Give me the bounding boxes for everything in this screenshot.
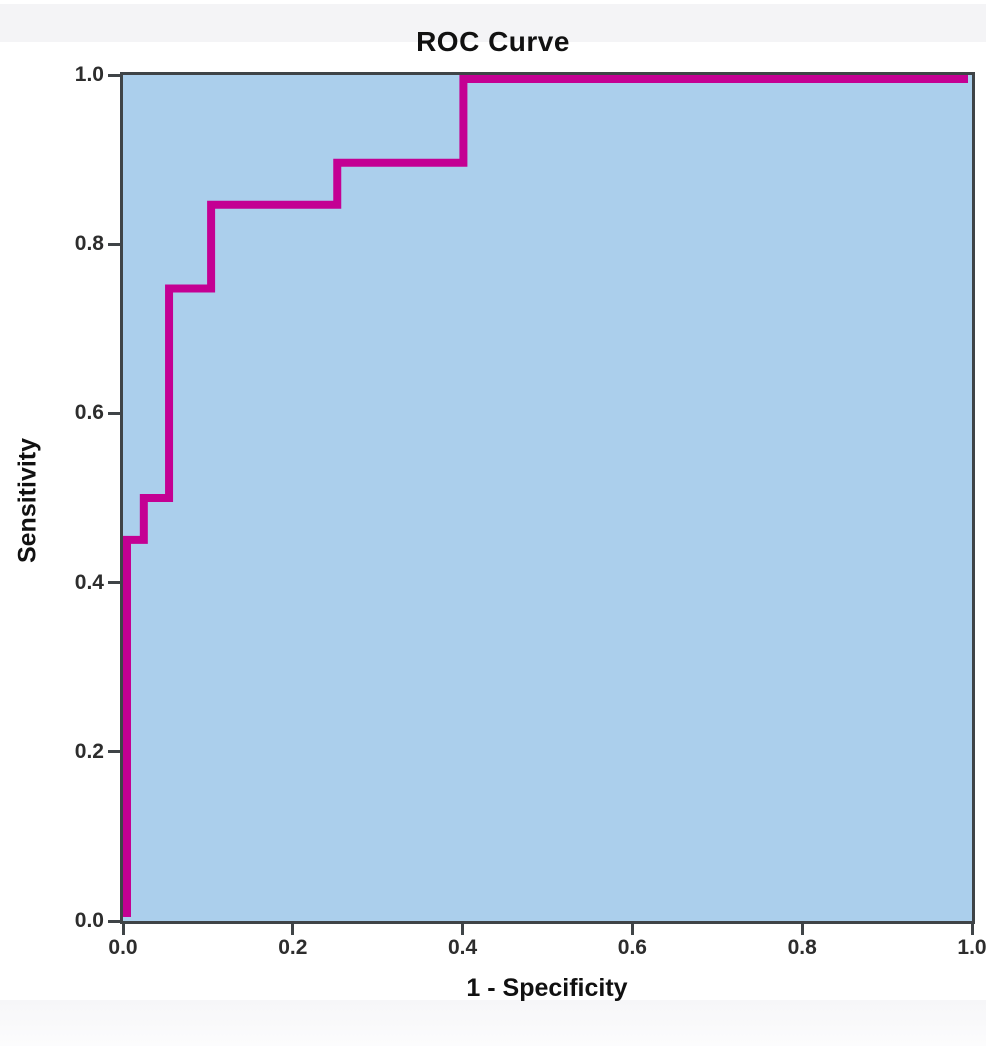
x-tick-mark xyxy=(970,924,974,935)
x-tick-label: 0.8 xyxy=(787,936,817,959)
x-tick-mark xyxy=(291,924,295,935)
x-axis-title: 1 - Specificity xyxy=(466,974,628,1002)
x-tick-label: 0.2 xyxy=(278,936,308,959)
y-tick-mark xyxy=(108,750,120,754)
x-tick-mark xyxy=(461,924,465,935)
x-tick-mark xyxy=(800,924,804,935)
y-tick-mark xyxy=(108,581,120,585)
x-tick-label: 1.0 xyxy=(957,936,986,959)
y-tick-mark xyxy=(108,411,120,415)
y-tick-label: 0.4 xyxy=(74,570,104,594)
chart-title: ROC Curve xyxy=(416,26,570,57)
bottom-background-band xyxy=(0,1000,986,1046)
roc-curve-line xyxy=(123,75,968,917)
y-tick-label: 1.0 xyxy=(74,63,104,86)
x-tick-label: 0.4 xyxy=(447,936,478,959)
y-tick-mark xyxy=(108,73,120,77)
y-tick-mark xyxy=(108,242,120,246)
plot-area xyxy=(120,72,975,924)
y-tick-label: 0.8 xyxy=(74,232,104,256)
roc-curve-svg xyxy=(123,75,968,917)
y-tick-label: 0.2 xyxy=(74,739,104,763)
x-tick-label: 0.0 xyxy=(108,936,138,959)
top-background-band xyxy=(0,4,986,42)
y-tick-label: 0.0 xyxy=(74,909,104,932)
x-tick-mark xyxy=(630,924,634,935)
x-tick-label: 0.6 xyxy=(617,936,647,959)
y-axis-title: Sensitivity xyxy=(13,437,42,564)
x-tick-mark xyxy=(121,924,125,935)
y-tick-mark xyxy=(108,919,120,923)
y-tick-label: 0.6 xyxy=(74,401,104,425)
